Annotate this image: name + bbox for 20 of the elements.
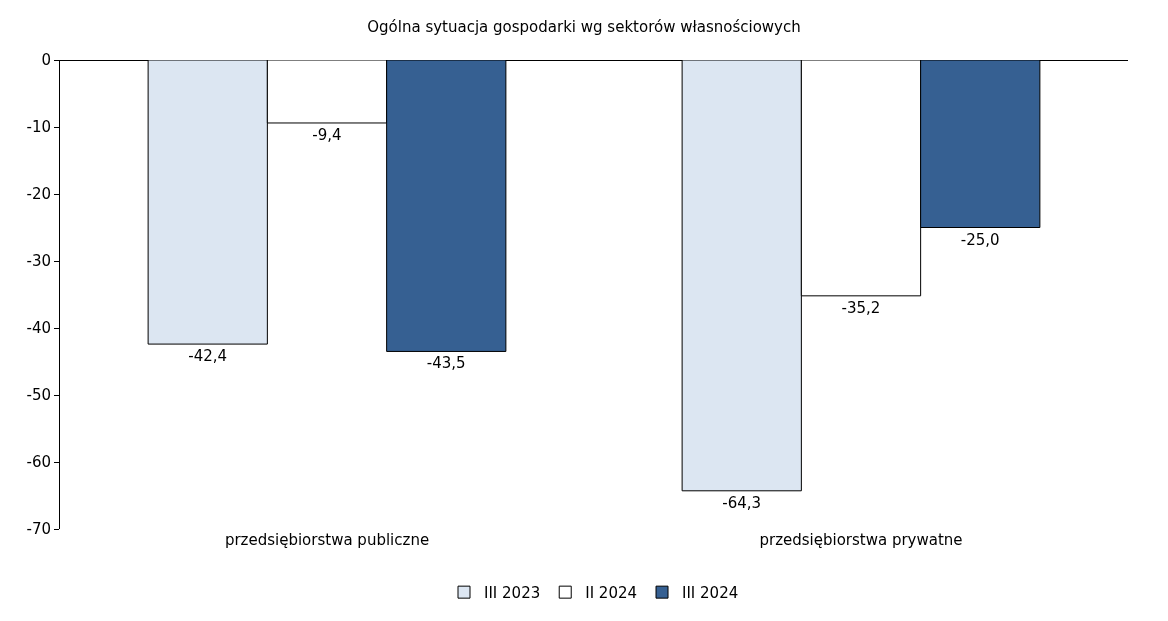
- y-tick-label: -20: [26, 185, 51, 204]
- y-tick-label: -30: [26, 252, 51, 271]
- y-tick-label: -40: [26, 319, 51, 338]
- data-label: -9,4: [312, 125, 342, 144]
- data-label: -42,4: [188, 347, 228, 366]
- data-label: -43,5: [426, 354, 466, 373]
- y-tick-label: -70: [26, 520, 51, 539]
- y-tick-label: -50: [26, 386, 51, 405]
- legend-label: II 2024: [585, 584, 638, 602]
- legend-label: III 2024: [682, 584, 739, 602]
- x-tick-label: przedsiębiorstwa publiczne: [224, 531, 430, 549]
- legend-label: III 2023: [484, 584, 541, 602]
- chart-title: Ogólna sytuacja gospodarki wg sektorów własnościowych: [367, 18, 801, 37]
- data-label: -25,0: [960, 230, 1000, 249]
- data-label: -35,2: [841, 298, 881, 317]
- y-tick-label: -60: [26, 453, 51, 472]
- y-tick-label: -10: [26, 118, 51, 137]
- y-tick-label: 0: [41, 51, 51, 70]
- data-label: -64,3: [722, 493, 762, 512]
- x-tick-label: przedsiębiorstwa prywatne: [759, 531, 963, 549]
